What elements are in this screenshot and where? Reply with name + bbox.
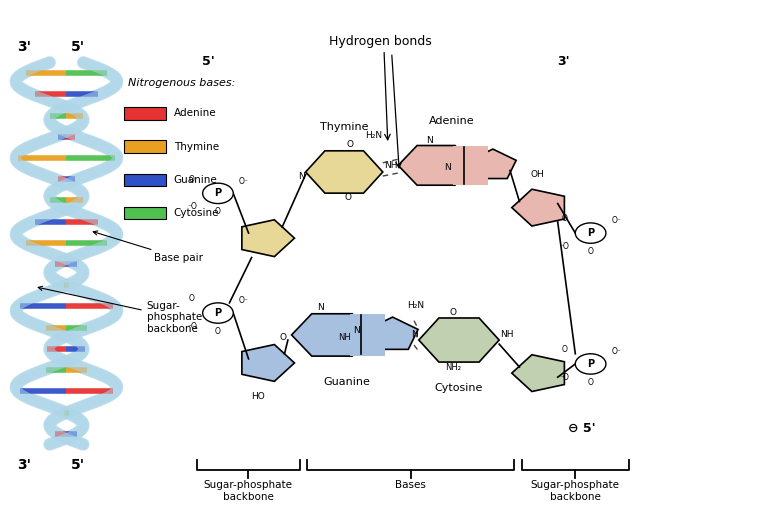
Text: O: O <box>345 194 352 202</box>
Text: P: P <box>587 359 594 369</box>
Text: Cytosine: Cytosine <box>435 383 483 393</box>
Text: O: O <box>215 327 221 336</box>
Text: ⁻O: ⁻O <box>560 373 570 381</box>
Text: 3': 3' <box>18 40 31 54</box>
Text: ⁻O: ⁻O <box>560 242 570 251</box>
Text: Base pair: Base pair <box>93 231 204 263</box>
Text: Sugar-phosphate
backbone: Sugar-phosphate backbone <box>531 480 620 502</box>
Text: Hydrogen bonds: Hydrogen bonds <box>329 35 432 48</box>
Text: O: O <box>561 345 568 354</box>
Circle shape <box>575 354 606 374</box>
Text: O: O <box>588 378 594 387</box>
Circle shape <box>203 303 233 323</box>
Text: 5': 5' <box>71 40 85 54</box>
Text: NH₂: NH₂ <box>445 364 461 372</box>
Text: Sugar-
phosphate
backbone: Sugar- phosphate backbone <box>38 286 202 334</box>
Text: Guanine: Guanine <box>324 377 371 387</box>
FancyBboxPatch shape <box>453 146 488 185</box>
Text: Sugar-phosphate
backbone: Sugar-phosphate backbone <box>204 480 293 502</box>
Text: N: N <box>298 172 305 181</box>
Text: O: O <box>279 333 286 342</box>
Text: 3': 3' <box>18 458 31 472</box>
Text: Cytosine: Cytosine <box>174 208 219 218</box>
Text: 5': 5' <box>71 458 85 472</box>
FancyBboxPatch shape <box>124 108 166 119</box>
Text: NH: NH <box>338 333 351 342</box>
Text: 5': 5' <box>202 55 214 68</box>
FancyBboxPatch shape <box>350 314 385 356</box>
Circle shape <box>203 183 233 204</box>
FancyBboxPatch shape <box>124 140 166 153</box>
Text: Thymine: Thymine <box>320 122 369 132</box>
Polygon shape <box>242 345 294 381</box>
Polygon shape <box>367 317 418 349</box>
Text: Adenine: Adenine <box>174 109 216 118</box>
Polygon shape <box>242 220 294 257</box>
Text: Guanine: Guanine <box>174 175 217 185</box>
Polygon shape <box>292 314 372 356</box>
Text: O⁻: O⁻ <box>611 347 621 356</box>
Text: Bases: Bases <box>396 480 426 490</box>
Text: 3': 3' <box>558 55 570 68</box>
Text: N: N <box>444 163 451 173</box>
Text: N: N <box>317 304 324 312</box>
Text: O: O <box>561 215 568 223</box>
Text: O: O <box>347 140 354 150</box>
Text: HO: HO <box>251 392 265 401</box>
Circle shape <box>575 223 606 243</box>
Text: O: O <box>588 247 594 256</box>
Polygon shape <box>469 149 516 179</box>
Text: O: O <box>215 207 221 216</box>
Text: P: P <box>214 188 221 198</box>
Polygon shape <box>398 145 474 185</box>
Text: N: N <box>411 330 418 339</box>
Text: O: O <box>189 175 195 184</box>
Text: OH: OH <box>530 169 544 179</box>
Text: N: N <box>353 326 360 335</box>
Text: P: P <box>587 228 594 238</box>
Text: ⁻O: ⁻O <box>187 202 197 211</box>
FancyBboxPatch shape <box>124 207 166 219</box>
Polygon shape <box>419 318 499 362</box>
Text: O⁻: O⁻ <box>611 217 621 225</box>
FancyBboxPatch shape <box>124 174 166 186</box>
Text: H₂N: H₂N <box>407 302 424 310</box>
Text: NH: NH <box>384 161 397 170</box>
Text: P: P <box>214 308 221 318</box>
Text: ⁻O: ⁻O <box>187 322 197 331</box>
Text: Nitrogenous bases:: Nitrogenous bases: <box>127 78 235 88</box>
Text: ⊖ 5': ⊖ 5' <box>568 422 595 435</box>
Text: Adenine: Adenine <box>429 116 474 125</box>
Polygon shape <box>511 189 564 226</box>
Polygon shape <box>511 355 564 392</box>
Polygon shape <box>306 151 382 193</box>
Text: N: N <box>426 136 433 145</box>
Text: O: O <box>189 294 195 303</box>
Text: Thymine: Thymine <box>174 141 219 152</box>
Text: O⁻: O⁻ <box>239 296 249 305</box>
Text: O⁻: O⁻ <box>239 177 249 186</box>
Text: NH: NH <box>500 330 514 339</box>
Text: O: O <box>449 308 456 316</box>
Text: H₂N: H₂N <box>366 131 382 140</box>
